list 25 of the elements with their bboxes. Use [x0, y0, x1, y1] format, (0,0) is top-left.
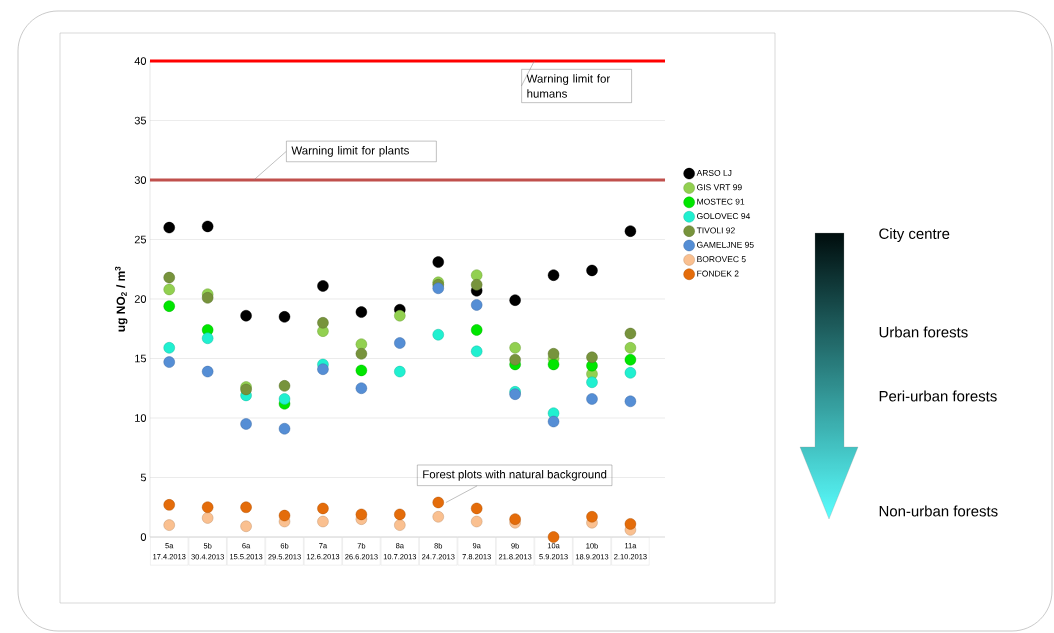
- annotation: Forest plots with natural background: [423, 469, 607, 481]
- y-tick-label: 35: [134, 116, 147, 125]
- y-tick-label: 10: [135, 414, 147, 422]
- y-tick-label: 5: [140, 473, 147, 482]
- y-tick-label: 40: [134, 57, 147, 65]
- y-tick-label: 25: [134, 235, 147, 244]
- text: Urban forests: [879, 326, 968, 338]
- ref-line-label: Warning limit for humans: [526, 74, 611, 98]
- text: City centre: [879, 228, 950, 242]
- y-tick-label: 0: [140, 533, 147, 541]
- ref-line-label: Warning limit for plants: [291, 146, 409, 157]
- legend-label: ARSO LJ: [696, 169, 732, 176]
- legend-label: TIVOLI 92: [696, 227, 735, 234]
- legend-label: FONDEK 2: [697, 270, 739, 277]
- legend-label: BOROVEC 5: [697, 256, 746, 263]
- legend-label: GIS VRT 99: [697, 184, 742, 191]
- legend-label: MOSTEC 91: [697, 198, 745, 205]
- text: Non-urban forests: [879, 505, 998, 517]
- y-tick-label: 20: [134, 295, 147, 303]
- legend-label: GOLOVEC 94: [697, 213, 751, 220]
- text: Peri-urban forests: [879, 390, 997, 402]
- y-axis-title: ug NO$_{2}$ / m$^{3}$: [115, 266, 128, 332]
- legend-label: GAMELJNE 95: [697, 241, 754, 248]
- y-tick-label: 30: [134, 176, 147, 184]
- y-tick-label: 15: [135, 354, 147, 363]
